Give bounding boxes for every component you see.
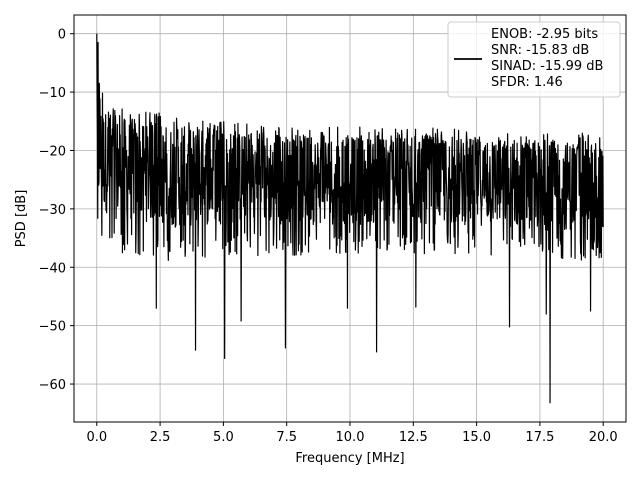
legend-enob: ENOB: -2.95 bits [491, 27, 598, 42]
y-axis: 0 −10 −20 −30 −40 −50 −60 [39, 28, 74, 393]
x-tick-label: 7.5 [276, 430, 297, 445]
y-tick-label: −30 [39, 203, 66, 218]
y-tick-label: −60 [39, 378, 66, 393]
y-tick-label: −40 [39, 261, 66, 276]
plot-area [96, 33, 604, 404]
y-axis-label: PSD [dB] [14, 190, 29, 248]
x-axis: 0.0 2.5 5.0 7.5 10.0 12.5 15.0 17.5 20.0 [86, 422, 618, 445]
legend: ENOB: -2.95 bits SNR: -15.83 dB SINAD: -… [447, 21, 621, 98]
legend-sfdr: SFDR: 1.46 [491, 75, 563, 90]
x-tick-label: 15.0 [462, 430, 491, 445]
legend-frame [447, 21, 621, 98]
legend-sinad: SINAD: -15.99 dB [491, 59, 603, 74]
x-tick-label: 10.0 [336, 430, 365, 445]
x-tick-label: 0.0 [86, 430, 107, 445]
legend-snr: SNR: -15.83 dB [491, 43, 589, 58]
y-tick-label: −20 [39, 144, 66, 159]
y-tick-label: −10 [39, 86, 66, 101]
x-tick-label: 17.5 [525, 430, 554, 445]
x-tick-label: 5.0 [213, 430, 234, 445]
x-tick-label: 20.0 [589, 430, 618, 445]
y-tick-label: 0 [58, 28, 66, 43]
x-tick-label: 2.5 [150, 430, 171, 445]
x-axis-label: Frequency [MHz] [295, 451, 404, 466]
y-tick-label: −50 [39, 320, 66, 335]
x-tick-label: 12.5 [399, 430, 428, 445]
psd-series-line [96, 33, 604, 404]
